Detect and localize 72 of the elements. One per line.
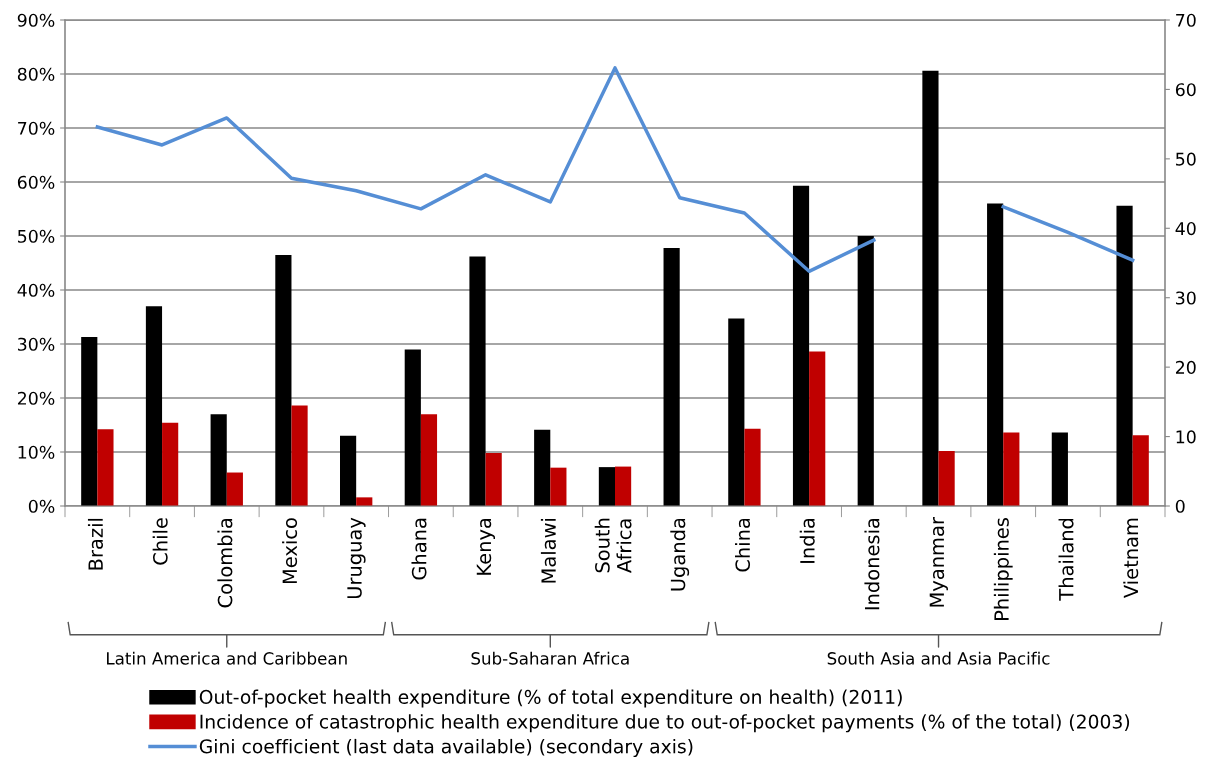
x-tick-label: Vietnam <box>1123 518 1139 598</box>
bar <box>744 428 761 506</box>
bar <box>275 254 292 506</box>
bar <box>420 414 438 506</box>
bar <box>1132 435 1149 506</box>
bar <box>145 306 163 506</box>
bar <box>1116 205 1133 506</box>
x-tick-label: Chile <box>152 518 168 565</box>
bar <box>938 450 955 506</box>
y-tick-label: 90% <box>17 13 55 27</box>
bar <box>857 236 874 506</box>
bar <box>615 466 632 506</box>
x-tick-label: Uganda <box>670 518 690 591</box>
bar <box>340 435 357 506</box>
x-tick-label: Philippines <box>993 518 1013 620</box>
text: Sub-Saharan Africa <box>471 651 629 665</box>
x-tick-label: Kenya <box>476 518 495 575</box>
x-tick-label: Brazil <box>87 518 103 570</box>
y-tick-label: 40% <box>17 283 55 297</box>
text: Latin America and Caribbean <box>107 651 347 665</box>
x-tick-label: China <box>735 518 751 572</box>
y-tick-label: 20% <box>17 391 55 405</box>
x-tick-label: Thailand <box>1058 518 1074 601</box>
y2-tick-label: 30 <box>1176 291 1196 305</box>
y2-tick-label: 60 <box>1175 83 1196 97</box>
bar <box>81 336 98 506</box>
bar <box>792 185 810 506</box>
bar <box>226 472 243 506</box>
y-tick-label: 0% <box>28 499 55 513</box>
bar <box>534 429 551 506</box>
y-tick-label: 50% <box>18 229 55 243</box>
x-tick-label: South Africa <box>594 518 632 573</box>
bar <box>404 349 421 506</box>
y2-tick-label: 50 <box>1176 152 1196 166</box>
x-tick-label: Myanmar <box>929 517 948 607</box>
x-tick-label: Malawi <box>540 518 556 583</box>
x-tick-label: Colombia <box>217 518 233 608</box>
x-tick-label: Indonesia <box>864 518 880 610</box>
y2-tick-label: 0 <box>1175 499 1185 513</box>
bar <box>598 467 615 506</box>
bar <box>97 429 114 506</box>
bar <box>485 453 502 506</box>
x-tick-label: Ghana <box>411 518 427 580</box>
bar <box>291 405 308 506</box>
y2-tick-label: 20 <box>1175 360 1196 374</box>
x-tick-label: Mexico <box>282 518 298 584</box>
y-tick-label: 70% <box>18 121 55 135</box>
bar <box>809 351 826 506</box>
bar <box>663 247 680 506</box>
y2-tick-label: 40 <box>1175 222 1196 236</box>
bar <box>550 467 567 506</box>
y2-tick-label: 70 <box>1176 13 1196 27</box>
y-tick-label: 60% <box>17 175 55 189</box>
x-tick-label: India <box>799 518 815 563</box>
bar <box>987 203 1004 506</box>
legend-label: Out-of-pocket health expenditure (% of total expenditure on health) (2011) <box>199 689 902 708</box>
text: South Asia and Asia Pacific <box>827 651 1050 665</box>
y-tick-label: 10% <box>18 445 55 459</box>
x-tick-label: Uruguay <box>347 517 366 599</box>
legend-label: Incidence of catastrophic health expenditure due to out-of-pocket payments (% of the total) (2003) <box>200 714 1130 733</box>
y-tick-label: 30% <box>18 337 55 351</box>
bar <box>728 318 745 506</box>
bar <box>922 70 939 506</box>
legend-label: Gini coefficient (last data available) (secondary axis) <box>199 738 693 758</box>
y-tick-label: 80% <box>17 67 55 81</box>
bar <box>162 422 179 506</box>
bar <box>210 414 227 506</box>
bar <box>1051 432 1068 506</box>
bar <box>1003 432 1020 506</box>
bar <box>356 497 373 506</box>
bar <box>469 256 486 506</box>
y2-tick-label: 10 <box>1176 430 1196 444</box>
